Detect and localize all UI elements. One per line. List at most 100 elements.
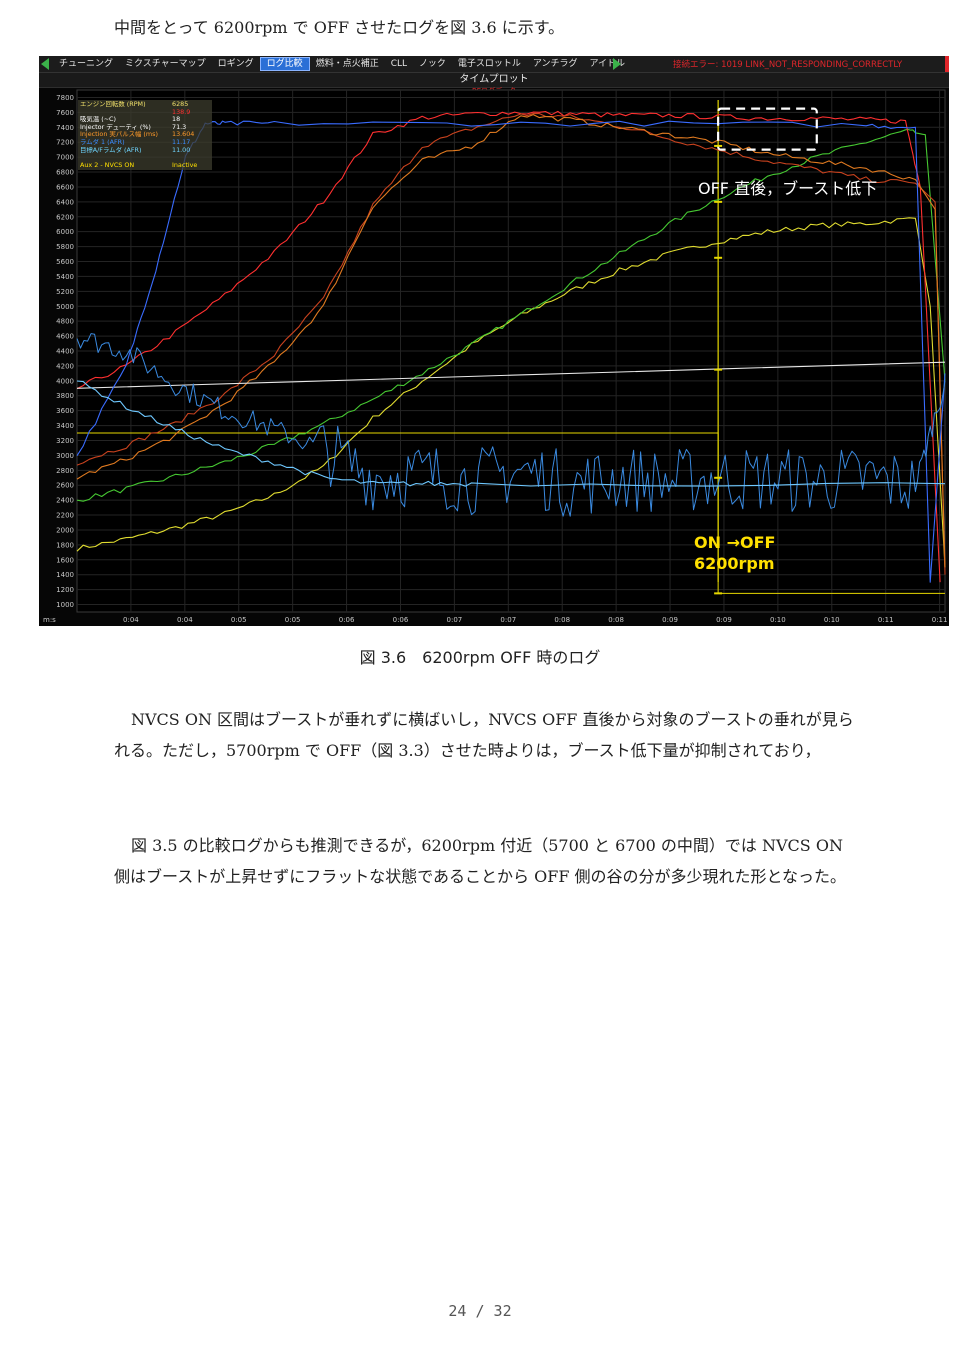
x-tick-label: 0:04 — [177, 616, 193, 624]
y-tick-label: 6200 — [56, 213, 74, 221]
tab-1[interactable]: ミクスチャーマップ — [125, 59, 206, 69]
nav-left-arrow-icon[interactable] — [41, 58, 49, 70]
x-tick-label: 0:09 — [662, 616, 678, 624]
legend-row: 目標A/Fラムダ (AFR) 11.00 — [80, 145, 210, 155]
y-tick-label: 4000 — [56, 377, 74, 385]
legend-name: Injection 実パルス幅 (ms) — [80, 131, 158, 139]
tab-0[interactable]: チューニング — [59, 59, 114, 69]
annotation-on-off-line1: ON →OFF — [694, 533, 776, 552]
legend-row: 吸気温 (~C) 18 — [80, 116, 210, 124]
y-tick-label: 7200 — [56, 139, 74, 147]
y-tick-label: 6800 — [56, 169, 74, 177]
legend-name: ラムダ 1 (AFR) — [80, 138, 125, 146]
annotation-on-off-point: ON →OFF 6200rpm — [694, 532, 775, 574]
paragraph-1: NVCS ON 区間はブーストが垂れずに横ばいし，NVCS OFF 直後から対象… — [114, 710, 854, 760]
y-tick-label: 1000 — [56, 601, 74, 609]
legend-value: 18 — [172, 115, 181, 124]
y-tick-label: 7400 — [56, 124, 74, 132]
x-tick-label: 0:07 — [447, 616, 463, 624]
y-tick-label: 2800 — [56, 467, 74, 475]
legend-value: 11.17 — [172, 137, 191, 146]
x-tick-label: 0:07 — [500, 616, 516, 624]
y-tick-label: 5200 — [56, 288, 74, 296]
x-tick-label: 0:05 — [285, 616, 301, 624]
x-tick-label: 0:10 — [770, 616, 786, 624]
legend-row: 138.9 — [80, 108, 210, 117]
legend-value: 11.00 — [172, 145, 191, 154]
y-tick-label: 3800 — [56, 392, 74, 400]
y-tick-label: 4600 — [56, 333, 74, 341]
tab-6[interactable]: ノック — [419, 59, 446, 69]
y-tick-label: 5400 — [56, 273, 74, 281]
y-tick-label: 7600 — [56, 109, 74, 117]
series-line-7 — [76, 333, 946, 517]
tab-8[interactable]: アンチラグ — [532, 59, 578, 69]
y-tick-label: 3200 — [56, 437, 74, 445]
y-tick-label: 1200 — [56, 586, 74, 594]
chart-legend: エンジン回転数 (RPM) 6285 138.9 吸気温 (~C) 18 Injecto… — [78, 100, 212, 171]
tab-2[interactable]: ロギング — [217, 59, 254, 69]
y-tick-label: 2600 — [56, 482, 74, 490]
timeplot-chart: 7800 7600 7400 7200 7000 6800 6600 6400 6200 6000… — [43, 89, 948, 624]
y-tick-label: 3000 — [56, 452, 74, 460]
x-tick-label: 0:09 — [716, 616, 732, 624]
legend-value: 71.3 — [172, 122, 187, 131]
y-tick-label: 6600 — [56, 183, 74, 191]
connection-error-text: 接続エラー: 1019 LINK_NOT_RESPONDING_CORRECTL… — [673, 60, 903, 70]
legend-value: 13.604 — [172, 130, 195, 139]
plot-title: タイムプロット — [459, 74, 529, 85]
legend-row: Aux 2 - NVCS ON Inactive — [80, 161, 210, 170]
series-line-2 — [76, 110, 941, 583]
y-tick-label: 1400 — [56, 571, 74, 579]
series-line-1 — [76, 128, 946, 502]
timeplot-screenshot: チューニング ミクスチャーマップ ロギング ログ比較 燃料・点火補正 CLL ノック 電子スロ… — [39, 56, 949, 626]
page-number: 24 / 32 — [448, 1302, 512, 1320]
y-tick-label: 5800 — [56, 243, 74, 251]
y-tick-label: 5000 — [56, 303, 74, 311]
error-indicator — [945, 56, 949, 72]
legend-value: 6285 — [172, 100, 189, 108]
tab-5[interactable]: CLL — [390, 59, 408, 69]
y-tick-label: 4200 — [56, 362, 74, 370]
intro-text: 中間をとって 6200rpm で OFF させたログを図 3.6 に示す。 — [114, 18, 565, 37]
y-tick-label: 3400 — [56, 422, 74, 430]
paragraph-2: 図 3.5 の比較ログからも推測できるが，6200rpm 付近（5700 と 6… — [114, 836, 847, 886]
legend-name — [80, 154, 172, 162]
plot-title-bar: タイムプロット — [39, 73, 949, 88]
series-line-5 — [76, 361, 946, 389]
y-tick-label: 6000 — [56, 228, 74, 236]
tab-9[interactable]: アイドル — [589, 59, 626, 69]
legend-row: エンジン回転数 (RPM) 6285 — [80, 100, 210, 109]
tab-bar: チューニング ミクスチャーマップ ロギング ログ比較 燃料・点火補正 CLL ノック 電子スロ… — [39, 56, 949, 73]
annotation-on-off-line2: 6200rpm — [694, 554, 775, 573]
y-tick-label: 7800 — [56, 94, 74, 102]
y-tick-label: 7000 — [56, 154, 74, 162]
legend-name: 目標A/Fラムダ (AFR) — [80, 146, 142, 154]
y-tick-label: 2400 — [56, 497, 74, 505]
legend-name: Aux 2 - NVCS ON — [80, 161, 135, 169]
x-tick-label: 0:05 — [231, 616, 247, 624]
x-axis-label: m:s — [43, 616, 56, 624]
y-tick-label: 4400 — [56, 348, 74, 356]
y-tick-label: 6400 — [56, 198, 74, 206]
x-tick-label: 0:10 — [824, 616, 840, 624]
y-tick-label: 2200 — [56, 512, 74, 520]
series-line-0 — [76, 217, 946, 568]
legend-name: エンジン回転数 (RPM) — [80, 101, 146, 108]
tab-7[interactable]: 電子スロットル — [457, 59, 521, 69]
legend-name: Injector デューティ (%) — [80, 123, 151, 131]
y-tick-label: 5600 — [56, 258, 74, 266]
x-tick-label: 0:06 — [339, 616, 355, 624]
y-tick-label: 1800 — [56, 541, 74, 549]
y-tick-label: 4800 — [56, 318, 74, 326]
x-tick-label: 0:11 — [932, 616, 948, 624]
legend-row: ラムダ 1 (AFR) 11.17 — [80, 137, 210, 147]
tab-4[interactable]: 燃料・点火補正 — [315, 59, 379, 69]
tab-3[interactable]: ログ比較 — [259, 57, 310, 71]
legend-name: 吸気温 (~C) — [80, 116, 117, 124]
x-tick-label: 0:08 — [554, 616, 570, 624]
x-tick-label: 0:11 — [878, 616, 894, 624]
annotation-off-boost-drop: OFF 直後，ブースト低下 — [698, 179, 878, 198]
legend-row: Injector デューティ (%) 71.3 — [80, 122, 210, 132]
nav-right-arrow-icon[interactable] — [613, 58, 621, 70]
